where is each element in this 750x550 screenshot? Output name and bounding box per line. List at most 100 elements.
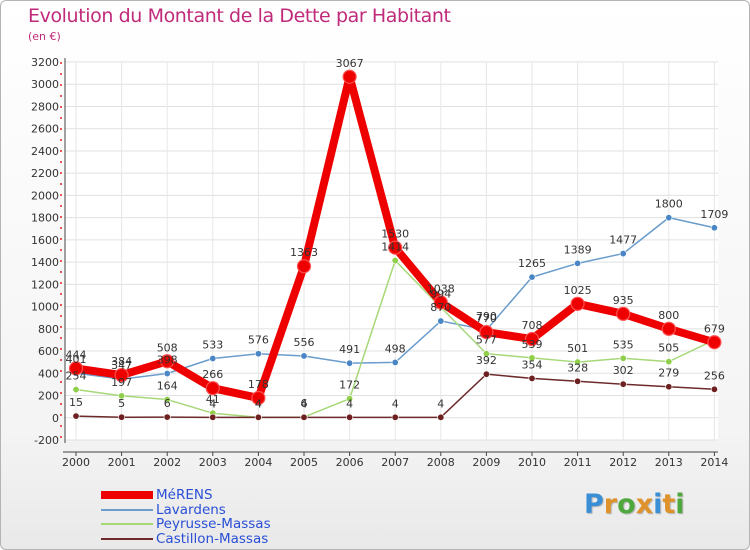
data-label-lavardens: 498	[385, 342, 406, 355]
data-point-peyrusse-massas	[528, 354, 536, 362]
chart-unit-subtitle: (en €)	[28, 30, 61, 43]
data-label-lavardens: 398	[157, 354, 178, 367]
data-label-lavardens: 1709	[700, 208, 728, 221]
legend-label-lavardens: Lavardens	[156, 502, 226, 518]
data-label-m-rens: 3067	[336, 57, 364, 70]
x-tick-label: 2007	[381, 456, 409, 469]
data-point-castillon-massas	[665, 383, 673, 391]
data-point-m-rens	[205, 381, 220, 396]
data-label-m-rens: 178	[248, 378, 269, 391]
data-point-castillon-massas	[391, 413, 399, 421]
y-tick-label: 1800	[31, 212, 59, 225]
legend-label-castillon-massas: Castillon-Massas	[156, 531, 269, 547]
data-point-m-rens	[570, 296, 585, 311]
data-label-peyrusse-massas: 164	[157, 380, 178, 393]
logo-letter: i	[675, 489, 685, 520]
data-point-m-rens	[524, 331, 540, 347]
chart-title: Evolution du Montant de la Dette par Hab…	[28, 5, 451, 27]
data-label-castillon-massas: 4	[346, 397, 353, 410]
data-point-m-rens	[68, 361, 84, 376]
data-label-m-rens: 1363	[290, 246, 318, 259]
data-point-castillon-massas	[528, 374, 536, 382]
x-tick-label: 2009	[472, 456, 500, 469]
x-tick-label: 2008	[427, 456, 455, 469]
y-tick-label: 2800	[31, 100, 59, 113]
data-label-peyrusse-massas: 994	[430, 287, 451, 300]
data-point-lavardens	[710, 224, 718, 232]
x-tick-label: 2012	[609, 456, 637, 469]
y-tick-label: 1200	[31, 278, 59, 291]
data-label-peyrusse-massas: 197	[111, 376, 132, 389]
data-label-peyrusse-massas: 539	[522, 338, 543, 351]
data-label-castillon-massas: 392	[476, 354, 497, 367]
data-point-lavardens	[254, 350, 262, 358]
data-point-m-rens	[661, 321, 676, 336]
data-label-m-rens: 800	[658, 309, 679, 322]
data-label-m-rens: 935	[613, 294, 634, 307]
data-point-peyrusse-massas	[118, 392, 126, 400]
data-point-m-rens	[251, 390, 266, 406]
data-point-lavardens	[209, 355, 217, 363]
x-tick-label: 2013	[655, 456, 683, 469]
logo-letter: r	[603, 489, 618, 520]
legend-item-lavardens: Lavardens	[101, 502, 341, 518]
data-label-m-rens: 679	[704, 322, 725, 335]
data-point-m-rens	[342, 69, 357, 84]
data-label-peyrusse-massas: 1414	[381, 241, 409, 254]
data-label-lavardens: 1389	[564, 243, 592, 256]
data-point-peyrusse-massas	[346, 395, 354, 403]
data-label-castillon-massas: 4	[301, 397, 308, 410]
logo-letter: t	[662, 489, 676, 520]
data-point-m-rens	[388, 240, 403, 255]
data-label-lavardens: 347	[111, 359, 132, 372]
logo-letter: x	[635, 489, 654, 520]
data-point-peyrusse-massas	[665, 358, 673, 366]
x-tick-label: 2005	[290, 456, 318, 469]
y-tick-label: -200	[34, 434, 59, 447]
data-point-m-rens	[707, 335, 722, 350]
data-label-castillon-massas: 279	[658, 367, 679, 380]
data-label-m-rens: 444	[66, 348, 87, 361]
data-label-m-rens: 1025	[564, 284, 592, 297]
data-label-castillon-massas: 15	[69, 396, 83, 409]
x-tick-label: 2010	[518, 456, 546, 469]
data-point-castillon-massas	[710, 385, 718, 393]
data-label-peyrusse-massas: 577	[476, 334, 497, 347]
data-point-lavardens	[528, 273, 536, 281]
data-point-castillon-massas	[300, 413, 308, 421]
data-point-peyrusse-massas	[163, 396, 171, 404]
data-point-lavardens	[300, 352, 308, 360]
data-point-castillon-massas	[574, 377, 582, 385]
data-point-peyrusse-massas	[482, 350, 490, 358]
data-label-peyrusse-massas: 172	[339, 379, 360, 392]
data-label-lavardens: 790	[476, 310, 497, 323]
data-label-castillon-massas: 4	[209, 397, 216, 410]
data-label-m-rens: 266	[202, 368, 223, 381]
data-label-lavardens: 556	[294, 336, 315, 349]
data-label-peyrusse-massas: 254	[66, 370, 87, 383]
data-point-m-rens	[616, 306, 631, 321]
data-label-peyrusse-massas: 501	[567, 342, 588, 355]
x-tick-label: 2002	[153, 456, 181, 469]
data-label-lavardens: 401	[66, 353, 87, 366]
data-point-m-rens	[479, 325, 494, 340]
data-label-castillon-massas: 4	[437, 397, 444, 410]
data-label-castillon-massas: 6	[164, 397, 171, 410]
x-tick-label: 2004	[244, 456, 272, 469]
legend-item-peyrusse-massas: Peyrusse-Massas	[101, 516, 341, 532]
legend-swatch-castillon-massas	[101, 538, 153, 540]
legend-swatch-peyrusse-massas	[101, 523, 153, 525]
data-point-peyrusse-massas	[574, 358, 582, 366]
data-point-lavardens	[437, 317, 445, 325]
x-tick-label: 2006	[336, 456, 364, 469]
data-label-castillon-massas: 328	[567, 361, 588, 374]
data-label-lavardens: 576	[248, 334, 269, 347]
data-label-m-rens: 1530	[381, 228, 409, 241]
data-point-castillon-massas	[482, 370, 490, 378]
data-point-castillon-massas	[163, 413, 171, 421]
y-tick-label: 2400	[31, 145, 59, 158]
y-tick-label: 1400	[31, 256, 59, 269]
data-label-lavardens: 491	[339, 343, 360, 356]
y-tick-label: 200	[38, 390, 59, 403]
